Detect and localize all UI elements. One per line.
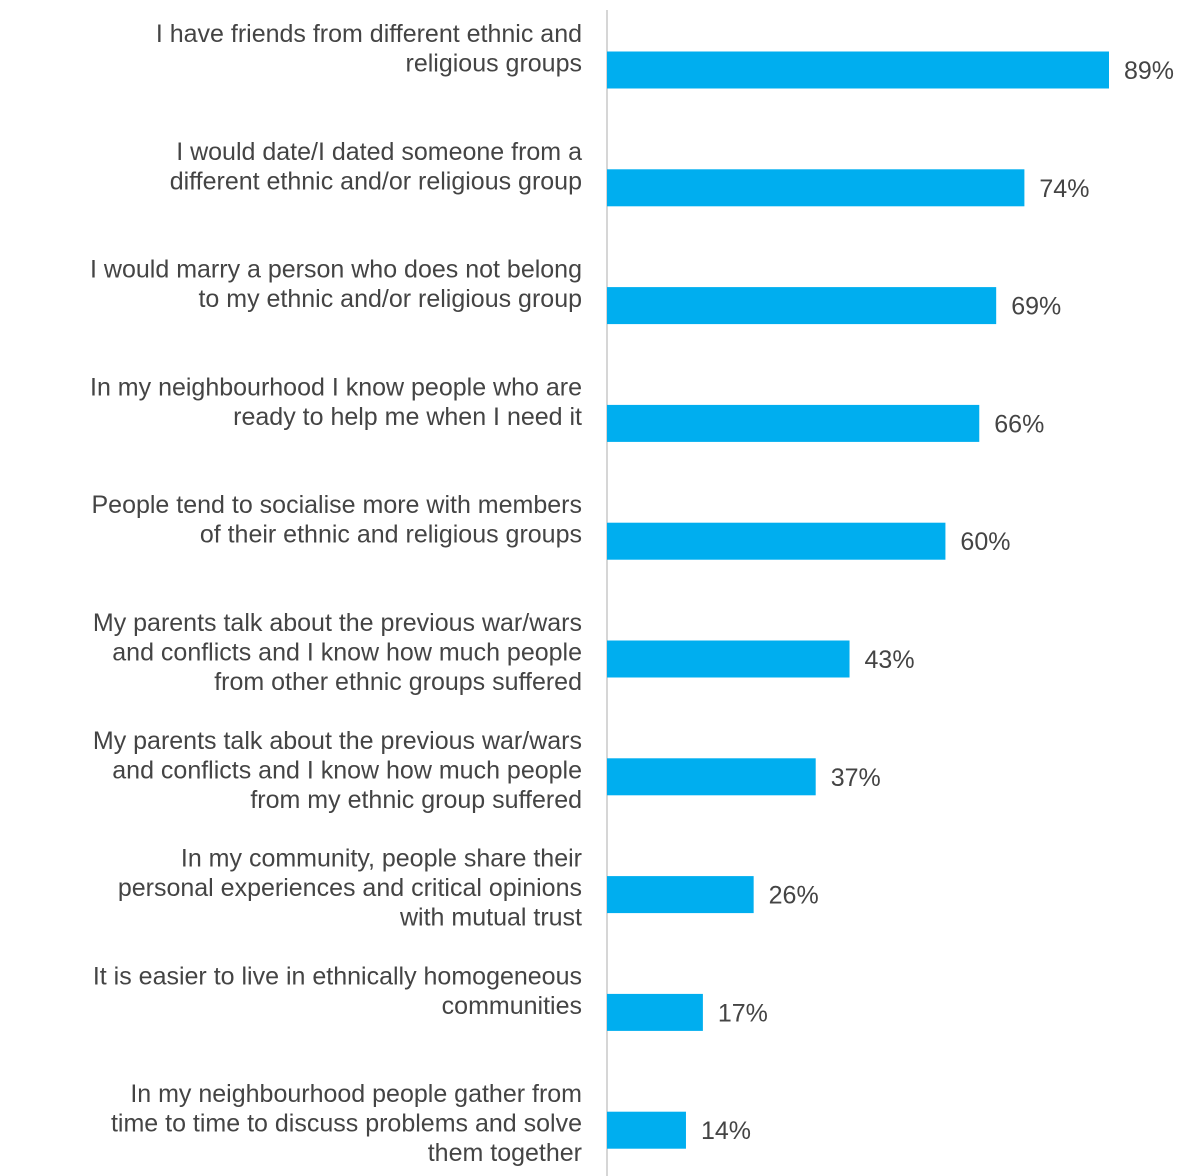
category-label-line: with mutual trust [399, 904, 582, 932]
bars-layer [607, 51, 1109, 1149]
bar-value-label: 14% [701, 1117, 751, 1145]
bar [607, 404, 980, 442]
bar [607, 169, 1025, 207]
bar-value-label: 66% [994, 410, 1044, 438]
category-label: I would date/I dated someone from a diffe… [170, 138, 582, 196]
category-label-line: In my neighbourhood I know people who ar… [90, 373, 582, 401]
category-label-line: different ethnic and/or religious group [170, 167, 582, 195]
bar [607, 876, 754, 914]
bar-value-label: 43% [865, 646, 915, 674]
category-label-line: My parents talk about the previous war/w… [93, 727, 582, 755]
value-labels-layer: 89% 74% 69% 66% 60% 43% 37% 26% 17% 14% [701, 57, 1174, 1145]
category-label-line: religious groups [406, 50, 583, 78]
category-label-line: personal experiences and critical opinio… [118, 874, 582, 902]
category-label-line: ready to help me when I need it [233, 403, 582, 431]
bar-value-label: 69% [1011, 293, 1061, 321]
bar [607, 758, 816, 796]
category-label-line: from other ethnic groups suffered [214, 668, 582, 696]
bar [607, 640, 850, 678]
category-label: I have friends from different ethnic and… [156, 20, 582, 78]
category-label-line: I would date/I dated someone from a [176, 138, 582, 166]
category-label: My parents talk about the previous war/w… [93, 727, 582, 814]
category-label: In my community, people share their perso… [118, 845, 582, 932]
category-label-line: and conflicts and I know how much people [112, 639, 582, 667]
category-label-line: In my community, people share their [181, 845, 582, 873]
bar [607, 993, 703, 1031]
bar-value-label: 74% [1039, 175, 1089, 203]
category-label-line: In my neighbourhood people gather from [130, 1080, 582, 1108]
category-label: It is easier to live in ethnically homog… [93, 962, 582, 1020]
category-label-line: them together [428, 1139, 582, 1167]
bar-value-label: 89% [1124, 57, 1174, 85]
bar-value-label: 60% [960, 528, 1010, 556]
category-label: In my neighbourhood people gather from ti… [111, 1080, 582, 1167]
bar [607, 287, 997, 325]
category-label-line: My parents talk about the previous war/w… [93, 609, 582, 637]
bar [607, 522, 946, 560]
category-labels-layer: I have friends from different ethnic and… [90, 20, 582, 1167]
category-label: I would marry a person who does not belo… [90, 256, 582, 314]
category-label-line: I would marry a person who does not belo… [90, 256, 582, 284]
bar [607, 51, 1109, 89]
bar-value-label: 26% [769, 882, 819, 910]
category-label: My parents talk about the previous war/w… [93, 609, 582, 696]
category-label-line: I have friends from different ethnic and [156, 20, 582, 48]
bar-value-label: 37% [831, 764, 881, 792]
category-label-line: time to time to discuss problems and sol… [111, 1110, 582, 1138]
category-label-line: to my ethnic and/or religious group [198, 285, 582, 313]
bar-value-label: 17% [718, 999, 768, 1027]
category-label-line: communities [442, 992, 582, 1020]
category-label: In my neighbourhood I know people who ar… [90, 373, 582, 431]
category-label-line: People tend to socialise more with membe… [91, 491, 582, 519]
category-label-line: and conflicts and I know how much people [112, 756, 582, 784]
category-label-line: It is easier to live in ethnically homog… [93, 962, 582, 990]
category-label-line: of their ethnic and religious groups [200, 521, 582, 549]
category-label-line: from my ethnic group suffered [250, 786, 582, 814]
category-label: People tend to socialise more with membe… [91, 491, 582, 549]
bar [607, 1111, 686, 1149]
